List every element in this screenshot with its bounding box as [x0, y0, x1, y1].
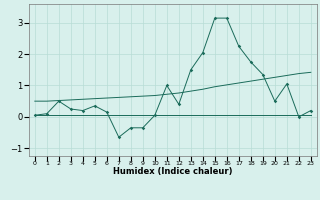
X-axis label: Humidex (Indice chaleur): Humidex (Indice chaleur): [113, 167, 233, 176]
